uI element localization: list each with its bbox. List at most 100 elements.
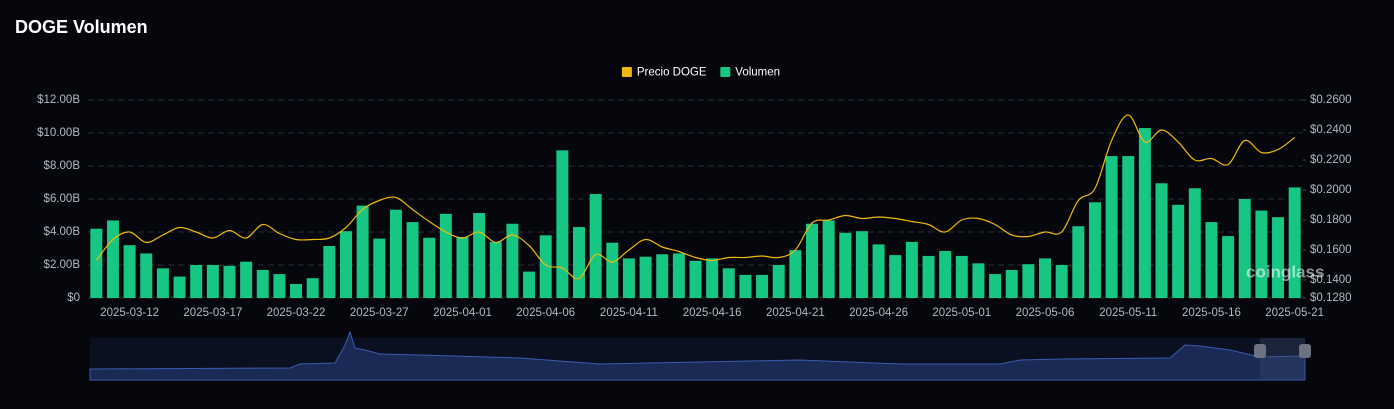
bar xyxy=(855,231,868,298)
legend-label: Volumen xyxy=(735,67,780,79)
bar xyxy=(772,265,785,298)
bar xyxy=(523,271,536,298)
y-tick-label: $4.00B xyxy=(44,226,81,238)
y-tick-label: $0 xyxy=(67,292,80,304)
bar xyxy=(905,241,918,298)
x-tick-label: 2025-03-27 xyxy=(350,307,409,319)
bar xyxy=(972,263,985,298)
bar xyxy=(140,253,153,298)
watermark: coinglass xyxy=(1246,262,1324,281)
x-tick-label: 2025-03-22 xyxy=(267,307,326,319)
y2-tick-label: $0.2400 xyxy=(1310,124,1352,136)
y2-tick-label: $0.1800 xyxy=(1310,214,1352,226)
bar xyxy=(539,235,552,298)
bar xyxy=(240,261,253,298)
bar xyxy=(1088,202,1101,298)
bar xyxy=(323,246,336,298)
x-tick-label: 2025-05-21 xyxy=(1265,307,1324,319)
bar xyxy=(606,242,619,298)
bar xyxy=(573,227,585,298)
bar xyxy=(1272,217,1285,298)
x-tick-label: 2025-03-17 xyxy=(183,307,242,319)
bar xyxy=(223,265,236,298)
x-tick-label: 2025-05-06 xyxy=(1016,307,1075,319)
x-tick-label: 2025-05-11 xyxy=(1099,307,1157,319)
bar xyxy=(989,274,1002,298)
bar xyxy=(589,194,602,298)
bar xyxy=(889,255,902,298)
bar xyxy=(1122,156,1135,298)
bar xyxy=(789,250,802,298)
y-tick-label: $8.00B xyxy=(44,160,81,172)
legend-item[interactable]: Volumen xyxy=(720,67,780,79)
bar xyxy=(406,222,419,298)
navigator-handle[interactable] xyxy=(1299,344,1311,358)
x-tick-label: 2025-04-21 xyxy=(766,307,825,319)
bar xyxy=(672,253,685,298)
bar xyxy=(689,260,702,298)
bar xyxy=(656,254,669,298)
bar xyxy=(1188,188,1201,298)
y-tick-label: $10.00B xyxy=(37,127,80,139)
y2-tick-label: $0.1400 xyxy=(1310,274,1352,286)
navigator-handle[interactable] xyxy=(1254,344,1266,358)
bar xyxy=(173,276,186,298)
y2-tick-label: $0.2600 xyxy=(1310,94,1352,106)
bar xyxy=(1072,226,1085,298)
y2-tick-label: $0.1600 xyxy=(1310,244,1352,256)
y-tick-label: $2.00B xyxy=(44,259,81,271)
chart-title: DOGE Volumen xyxy=(15,17,148,37)
bar xyxy=(339,231,352,298)
y2-tick-label: $0.1280 xyxy=(1310,292,1352,304)
x-tick-label: 2025-04-06 xyxy=(516,307,575,319)
bar xyxy=(1155,183,1168,298)
x-tick-label: 2025-04-26 xyxy=(849,307,908,319)
bar xyxy=(939,250,952,298)
bar xyxy=(556,150,569,298)
x-tick-label: 2025-05-16 xyxy=(1182,307,1241,319)
bar xyxy=(739,274,752,298)
bar xyxy=(706,258,719,298)
bar xyxy=(273,274,286,298)
bar xyxy=(1205,222,1218,298)
bar xyxy=(1005,269,1018,298)
bar xyxy=(506,223,519,298)
bar xyxy=(489,241,502,298)
x-tick-label: 2025-04-16 xyxy=(683,307,742,319)
bar xyxy=(1022,264,1035,298)
bar xyxy=(756,274,769,298)
y2-tick-label: $0.2200 xyxy=(1310,154,1352,166)
bar xyxy=(1238,199,1251,298)
bar xyxy=(839,232,852,298)
bar xyxy=(722,268,735,298)
bar xyxy=(306,278,319,298)
bar xyxy=(822,220,835,298)
x-tick-label: 2025-03-12 xyxy=(100,307,159,319)
bar xyxy=(389,209,402,298)
x-tick-label: 2025-04-01 xyxy=(433,307,492,319)
bar xyxy=(1105,156,1118,298)
bar xyxy=(1288,187,1301,298)
x-tick-label: 2025-05-01 xyxy=(932,307,991,319)
legend-swatch xyxy=(621,67,632,77)
x-tick-label: 2025-04-11 xyxy=(600,307,658,319)
bar xyxy=(439,213,452,298)
bar xyxy=(622,258,635,298)
legend-item[interactable]: Precio DOGE xyxy=(621,67,707,79)
bar xyxy=(955,255,968,298)
bar xyxy=(1138,128,1151,298)
legend-swatch xyxy=(720,67,731,77)
bar xyxy=(1055,265,1068,298)
price-line xyxy=(95,114,1296,280)
navigator xyxy=(89,330,1311,381)
navigator-window[interactable] xyxy=(1260,338,1305,380)
bar xyxy=(123,245,136,298)
bar xyxy=(256,269,269,298)
bar xyxy=(872,244,885,298)
bar xyxy=(806,223,818,298)
bar xyxy=(473,213,486,298)
bar xyxy=(639,256,652,298)
bar xyxy=(922,255,935,298)
